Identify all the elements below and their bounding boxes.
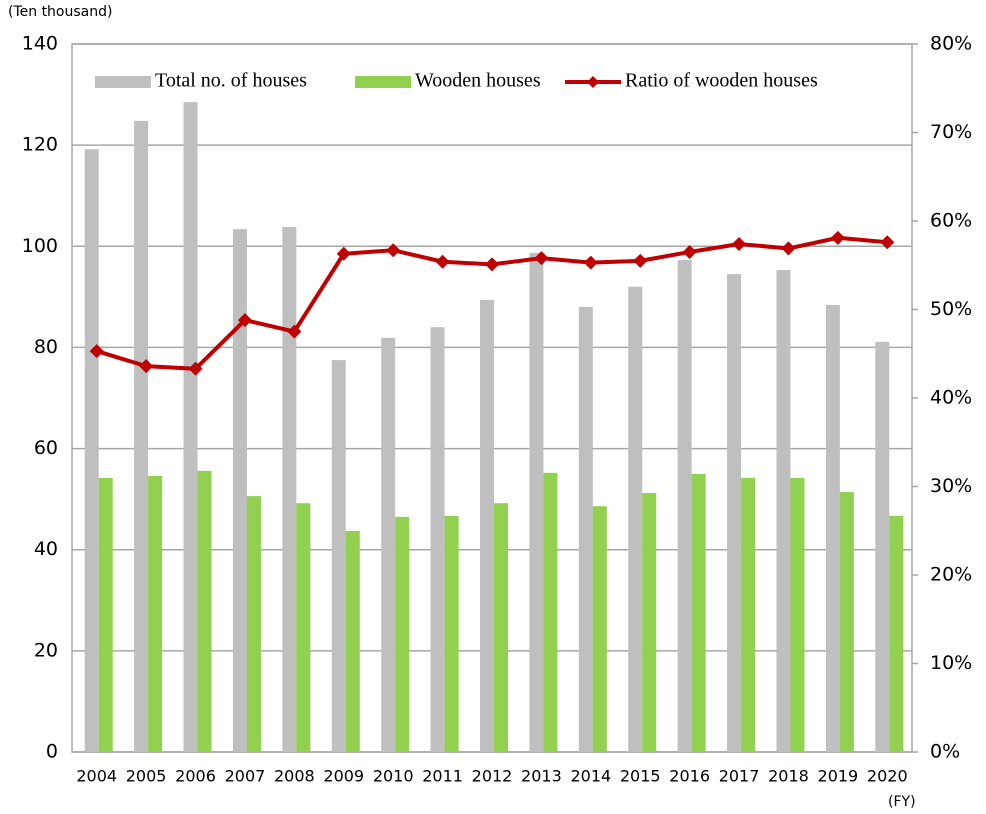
bar (296, 503, 311, 752)
legend-swatch (355, 76, 411, 88)
y-axis-label: (Ten thousand) (8, 4, 112, 20)
bar (331, 360, 346, 752)
x-axis-label: (FY) (888, 794, 916, 810)
legend-label: Wooden houses (415, 70, 541, 92)
y-tick-label: 100 (22, 235, 58, 257)
y2-tick-label: 10% (930, 652, 972, 674)
x-tick-label: 2020 (867, 767, 908, 786)
x-tick-label: 2014 (570, 767, 611, 786)
y-tick-label: 80 (34, 336, 58, 358)
bar (148, 475, 163, 752)
x-tick-label: 2010 (373, 767, 414, 786)
legend-label: Ratio of wooden houses (625, 70, 818, 92)
marker (633, 253, 648, 268)
marker (188, 361, 203, 376)
legend-swatch (95, 76, 151, 88)
marker (485, 257, 499, 272)
bar (727, 274, 742, 752)
bar (578, 306, 593, 752)
x-tick-label: 2004 (76, 767, 117, 786)
marker (880, 235, 895, 250)
y2-tick-label: 80% (930, 33, 972, 55)
bar (395, 516, 410, 752)
marker (435, 254, 450, 269)
bar (98, 477, 113, 752)
y2-tick-label: 40% (930, 387, 972, 409)
marker (732, 237, 747, 252)
legend-marker (587, 76, 599, 88)
y-tick-label: 140 (22, 33, 58, 55)
x-tick-label: 2017 (719, 767, 760, 786)
y-tick-label: 20 (34, 639, 58, 661)
bar (776, 270, 791, 752)
bar (282, 227, 297, 752)
marker (386, 243, 401, 258)
y-tick-label: 40 (34, 538, 58, 560)
x-tick-label: 2008 (274, 767, 315, 786)
y-tick-label: 60 (34, 437, 58, 459)
marker (534, 251, 549, 266)
bar (592, 506, 607, 752)
bar (543, 472, 558, 752)
marker (583, 255, 598, 270)
x-tick-label: 2007 (225, 767, 266, 786)
y-tick-label: 0 (46, 741, 58, 763)
bar (84, 149, 99, 752)
x-tick-label: 2013 (521, 767, 562, 786)
bar (790, 477, 805, 752)
bar (875, 341, 890, 752)
bar (642, 493, 657, 752)
y2-tick-label: 70% (930, 121, 972, 143)
bar (480, 299, 494, 752)
marker (89, 344, 104, 359)
bar (691, 473, 706, 752)
bar (839, 492, 854, 752)
y2-tick-label: 50% (930, 298, 972, 320)
bar (529, 252, 544, 753)
legend-label: Total no. of houses (155, 70, 307, 92)
bar (345, 531, 360, 752)
x-tick-label: 2011 (422, 767, 463, 786)
bar (677, 259, 692, 752)
marker (237, 313, 252, 328)
bar (444, 515, 459, 752)
marker (830, 230, 845, 245)
bar (246, 496, 261, 752)
bar (741, 477, 756, 752)
marker (781, 241, 796, 256)
x-tick-label: 2005 (126, 767, 167, 786)
bar (381, 337, 396, 752)
x-tick-label: 2012 (472, 767, 513, 786)
bar (197, 470, 212, 752)
bar (134, 120, 149, 752)
bar (494, 503, 508, 752)
y2-tick-label: 20% (930, 564, 972, 586)
x-tick-label: 2015 (620, 767, 661, 786)
marker (682, 244, 697, 259)
marker (287, 324, 302, 339)
y-tick-label: 120 (22, 134, 58, 156)
marker (336, 246, 351, 261)
x-tick-label: 2016 (669, 767, 710, 786)
x-tick-label: 2019 (818, 767, 859, 786)
marker (139, 359, 154, 374)
y2-tick-label: 30% (930, 475, 972, 497)
x-tick-label: 2009 (323, 767, 364, 786)
y2-tick-label: 0% (930, 741, 960, 763)
bar (430, 327, 445, 752)
bar (889, 515, 904, 752)
bar (183, 102, 198, 752)
y2-tick-label: 60% (930, 210, 972, 232)
bar (628, 286, 643, 752)
bar (232, 229, 247, 752)
x-tick-label: 2006 (175, 767, 216, 786)
x-tick-label: 2018 (768, 767, 809, 786)
bar (825, 304, 840, 752)
